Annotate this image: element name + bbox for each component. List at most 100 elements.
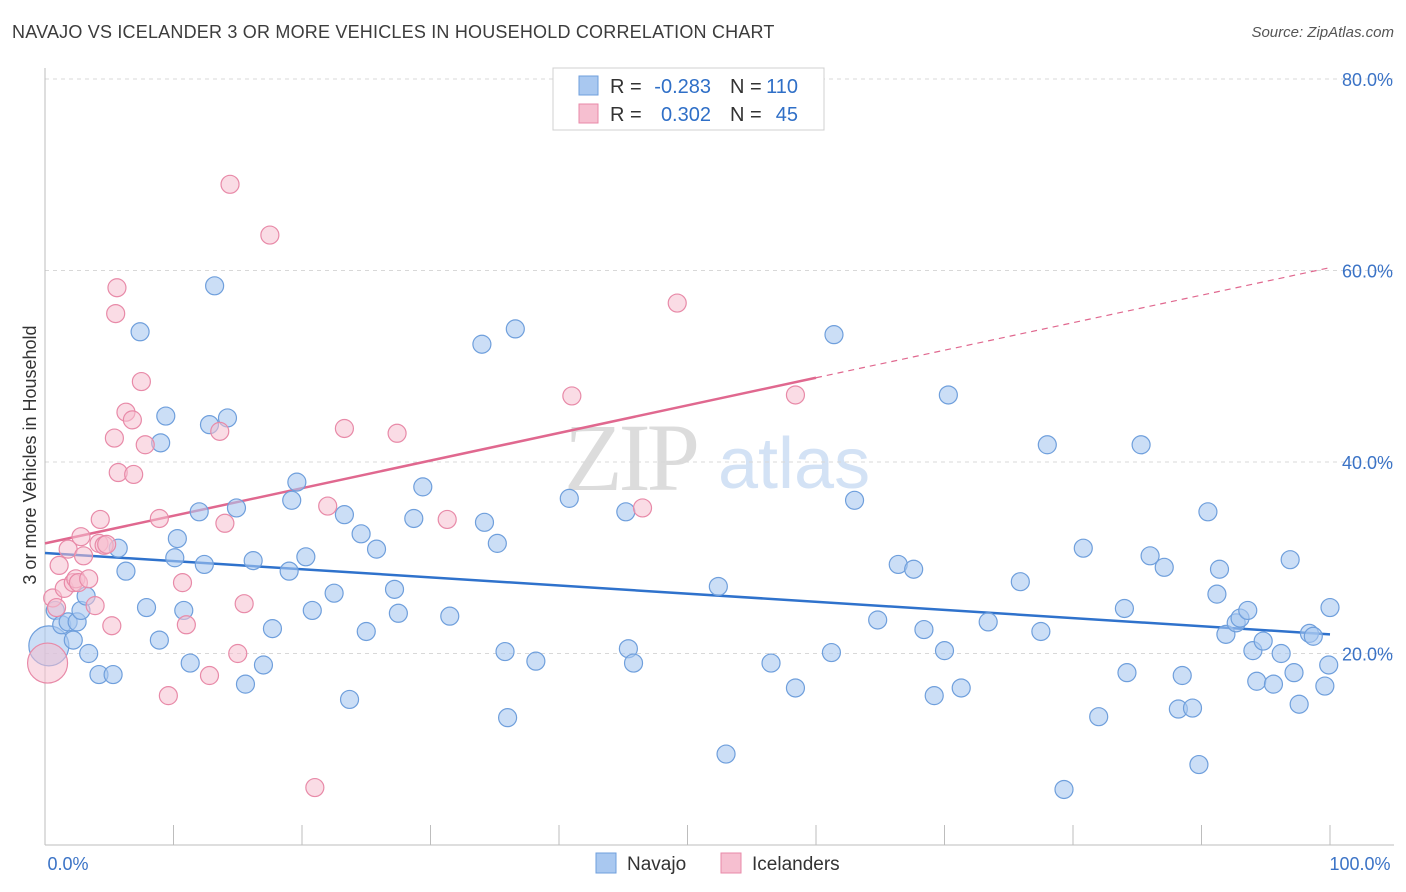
icelander-point-37 [260, 225, 280, 245]
navajo-point-27 [226, 498, 247, 518]
icelanders-trend-line [44, 376, 817, 545]
icelander-point-3 [49, 555, 69, 576]
navajo-point-28 [235, 674, 256, 694]
navajo-point-54 [526, 651, 546, 671]
icelander-point-29 [172, 573, 193, 593]
navajo-point-10 [103, 664, 123, 685]
icelander-point-44 [632, 498, 653, 518]
navajo-point-87 [1172, 665, 1192, 686]
navajo-point-12 [116, 561, 136, 581]
navajo-point-107 [1315, 676, 1335, 696]
navajo-point-21 [180, 653, 200, 673]
y-tick-label-60: 60.0% [1342, 262, 1393, 282]
legend-icelanders-label: Icelanders [752, 854, 840, 875]
navajo-point-79 [1073, 538, 1093, 558]
navajo-point-90 [1198, 502, 1218, 522]
navajo-point-96 [1238, 600, 1258, 621]
icelanders-swatch [578, 103, 599, 124]
navajo-point-69 [914, 619, 934, 640]
navajo-point-19 [167, 528, 187, 549]
axes [44, 68, 1394, 846]
icelander-point-19 [106, 303, 126, 324]
navajo-point-49 [474, 512, 495, 532]
y-tick-label-20: 20.0% [1342, 645, 1393, 665]
icelanders-trend-extension [815, 267, 1331, 379]
navajo-point-36 [302, 600, 322, 621]
navajo-trend-line [44, 551, 1331, 636]
navajo-point-47 [440, 606, 460, 626]
navajo-point-88 [1182, 698, 1203, 718]
source-label: Source: ZipAtlas.com [1251, 24, 1394, 41]
icelander-point-27 [149, 508, 169, 529]
navajo-point-106 [1303, 626, 1323, 646]
navajo-point-89 [1189, 754, 1209, 775]
navajo-point-63 [821, 642, 842, 663]
navajo-point-23 [194, 554, 214, 575]
navajo-point-100 [1263, 674, 1284, 694]
navajo-point-14 [136, 597, 157, 618]
icelander-point-25 [131, 371, 151, 392]
icelander-point-11 [79, 569, 99, 589]
icelanders-r-value: 0.302 [661, 104, 711, 126]
navajo-point-4 [63, 630, 83, 650]
navajo-point-45 [404, 508, 424, 529]
navajo-point-62 [785, 678, 806, 698]
navajo-point-104 [1289, 694, 1309, 714]
icelander-point-12 [85, 596, 105, 616]
icelander-point-33 [215, 513, 235, 533]
icelander-point-10 [73, 546, 94, 566]
data-points [26, 174, 1340, 800]
navajo-point-32 [279, 561, 299, 581]
navajo-point-99 [1253, 631, 1273, 651]
legend-navajo-swatch [595, 852, 617, 874]
watermark-zip: ZIP [564, 404, 697, 511]
navajo-point-15 [149, 630, 169, 650]
icelanders-r-label: R = [610, 104, 642, 126]
navajo-point-92 [1209, 559, 1230, 579]
icelander-point-36 [234, 594, 254, 614]
navajo-point-52 [498, 708, 518, 728]
icelander-point-2 [46, 597, 67, 618]
legend-icelanders-swatch [720, 852, 742, 874]
navajo-point-59 [708, 576, 728, 597]
navajo-point-83 [1131, 435, 1151, 455]
navajo-point-44 [388, 603, 408, 623]
icelander-point-17 [102, 616, 122, 636]
x-tick-label-0: 0.0% [47, 854, 88, 874]
tick-labels: 20.0% 40.0% 60.0% 80.0% 0.0% 100.0% [47, 70, 1393, 874]
icelander-point-18 [104, 428, 124, 448]
icelander-point-35 [228, 643, 248, 664]
icelander-point-34 [220, 174, 240, 194]
legend-navajo-label: Navajo [627, 854, 686, 875]
chart-title: NAVAJO VS ICELANDER 3 OR MORE VEHICLES I… [12, 22, 775, 42]
navajo-point-48 [472, 334, 492, 354]
icelander-point-30 [176, 615, 196, 635]
correlation-legend: R = -0.283 N = 110 R = 0.302 N = 45 [552, 67, 825, 131]
icelander-point-20 [107, 278, 127, 298]
navajo-point-84 [1140, 546, 1160, 566]
icelander-point-24 [124, 464, 144, 485]
icelander-point-28 [158, 686, 178, 706]
navajo-point-81 [1114, 598, 1135, 619]
navajo-point-72 [938, 385, 958, 405]
icelander-point-45 [667, 293, 687, 313]
navajo-point-70 [924, 686, 944, 706]
navajo-n-label: N = [730, 76, 762, 98]
navajo-point-56 [616, 502, 636, 522]
y-tick-label-40: 40.0% [1342, 453, 1393, 473]
navajo-point-13 [130, 322, 150, 342]
navajo-r-label: R = [610, 76, 642, 98]
navajo-point-109 [1320, 597, 1340, 618]
navajo-point-73 [951, 678, 971, 698]
navajo-point-80 [1089, 707, 1109, 727]
watermark-atlas: atlas [718, 424, 870, 504]
navajo-point-71 [934, 641, 955, 661]
navajo-point-75 [1010, 572, 1030, 592]
navajo-point-31 [262, 619, 283, 639]
y-axis-label: 3 or more Vehicles in Household [20, 325, 40, 584]
icelander-point-0 [26, 642, 69, 684]
navajo-point-103 [1284, 663, 1304, 683]
navajo-point-53 [505, 319, 525, 339]
navajo-point-40 [351, 524, 371, 544]
